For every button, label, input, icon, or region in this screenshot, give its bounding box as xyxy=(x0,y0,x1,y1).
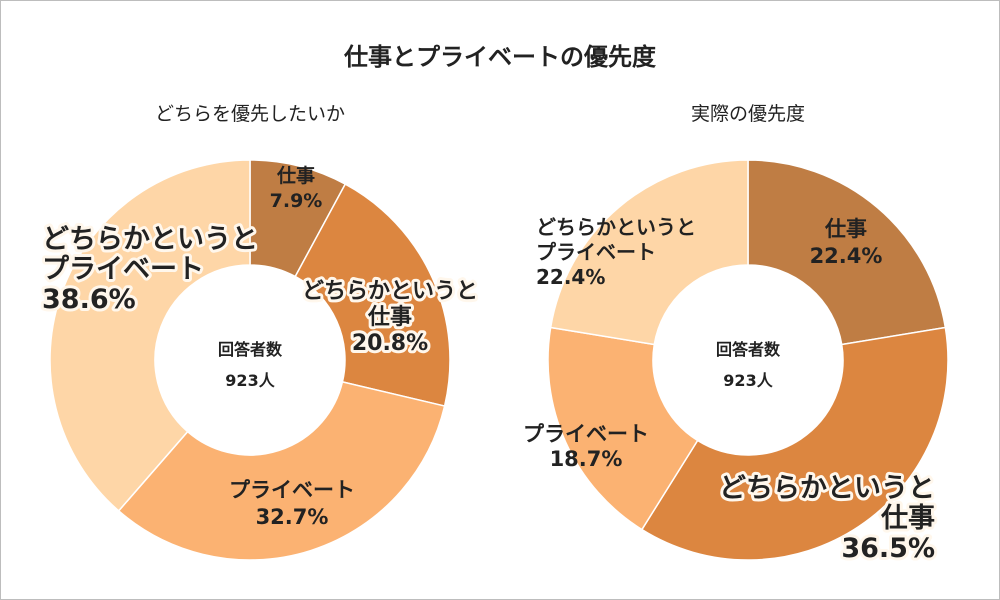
slice-label-0-1-line-0: どちらかというと xyxy=(302,279,478,304)
right-donut xyxy=(547,159,949,561)
slice-label-1-0-line-1: 22.4% xyxy=(810,244,883,268)
slice-label-1-1-line-2: 36.5% xyxy=(841,533,935,564)
donut-slice-1-0 xyxy=(747,159,947,346)
left-center-value: 923人 xyxy=(225,371,275,390)
right-chart-title: 実際の優先度 xyxy=(691,103,805,125)
slice-label-0-3-line-0: どちらかというと xyxy=(42,224,258,255)
slice-label-0-1-line-1: 仕事 xyxy=(367,304,412,330)
slice-label-1-3-line-0: どちらかというと xyxy=(536,215,696,239)
right-center-value: 923人 xyxy=(723,371,773,390)
slice-label-0-1-line-2: 20.8% xyxy=(352,331,428,356)
slice-label-1-0-line-0: 仕事 xyxy=(824,217,867,241)
donut-slice-0-1 xyxy=(294,183,451,407)
slice-label-0-3-line-2: 38.6% xyxy=(42,284,136,315)
left-center-label: 回答者数 xyxy=(218,340,283,359)
slice-label-1-2-line-0: プライベート xyxy=(523,422,649,446)
right-slice-labels: 仕事22.4%どちらかというと仕事36.5%プライベート18.7%どちらかという… xyxy=(523,215,938,567)
donut-slice-1-3 xyxy=(549,159,749,346)
slice-label-1-1-line-1: 仕事 xyxy=(880,503,935,534)
slice-label-0-2-line-1: 32.7% xyxy=(256,505,329,529)
slice-label-0-0-line-1: 7.9% xyxy=(270,190,323,212)
donut-slice-1-2 xyxy=(547,326,699,531)
main-title: 仕事とプライベートの優先度 xyxy=(343,43,657,71)
slice-label-1-1-line-0: どちらかというと xyxy=(719,473,935,504)
left-slice-labels: 仕事7.9%どちらかというと仕事20.8%プライベート32.7%どちらかというと… xyxy=(39,164,481,529)
left-donut xyxy=(49,159,451,561)
slice-label-0-0-line-0: 仕事 xyxy=(276,164,315,187)
slice-label-1-3-line-2: 22.4% xyxy=(536,265,605,289)
slice-label-0-3-line-1: プライベート xyxy=(42,254,204,285)
donut-slice-0-3 xyxy=(49,159,251,512)
donut-slice-0-2 xyxy=(117,380,446,561)
slice-label-1-2-line-1: 18.7% xyxy=(550,447,623,471)
slice-label-0-2-line-0: プライベート xyxy=(229,478,355,502)
left-chart-title: どちらを優先したいか xyxy=(155,103,345,125)
donut-slice-1-1 xyxy=(640,326,949,561)
right-center-label: 回答者数 xyxy=(716,340,781,359)
slice-label-1-3-line-1: プライベート xyxy=(536,240,656,264)
